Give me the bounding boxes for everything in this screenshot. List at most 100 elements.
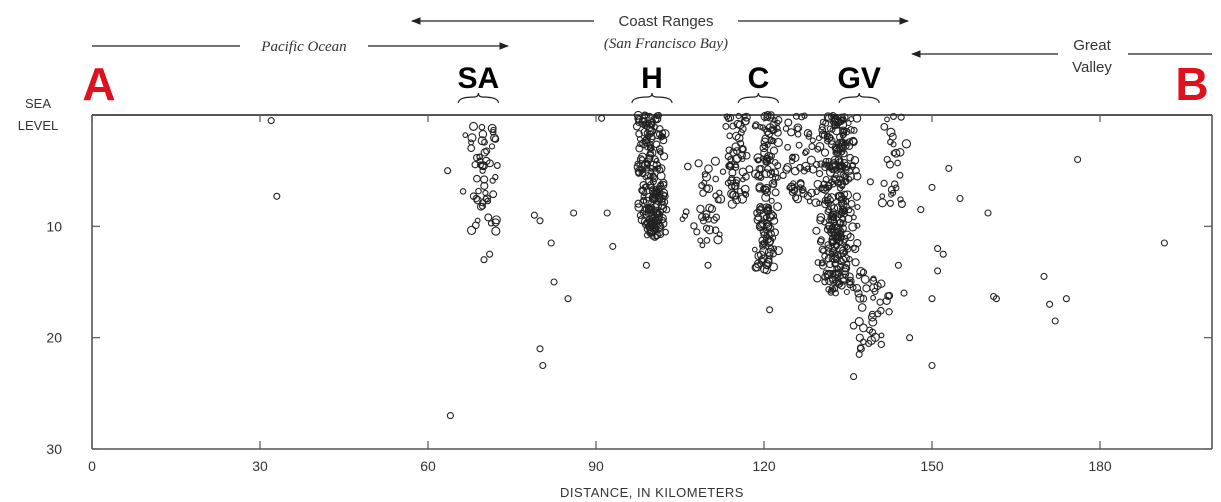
quake-point — [945, 164, 953, 172]
valley-label: Valley — [1072, 59, 1112, 76]
quake-point — [827, 113, 835, 121]
quake-point — [472, 153, 481, 162]
quake-point — [654, 164, 662, 172]
quake-point — [722, 122, 730, 130]
quake-point — [646, 154, 654, 162]
quake-point — [646, 133, 656, 143]
quake-point — [830, 180, 837, 188]
quake-point — [1074, 155, 1082, 164]
quake-point — [824, 131, 831, 138]
quake-point — [842, 190, 853, 200]
quake-point — [761, 169, 771, 179]
quake-point — [844, 261, 851, 268]
quake-point — [825, 195, 834, 205]
quake-point — [476, 153, 483, 161]
quake-point — [830, 254, 840, 264]
quake-point — [896, 171, 904, 179]
data-points — [267, 110, 1168, 420]
quake-point — [825, 167, 836, 177]
quake-point — [773, 137, 783, 148]
quake-point — [830, 175, 838, 183]
quake-point — [813, 188, 820, 196]
quake-point — [536, 217, 544, 225]
quake-point — [848, 222, 858, 232]
quake-point — [829, 204, 839, 213]
quake-point — [771, 173, 779, 181]
quake-point — [763, 232, 770, 238]
quake-point — [651, 233, 659, 241]
quake-point — [646, 130, 654, 138]
quake-point — [818, 245, 827, 254]
quake-point — [877, 198, 887, 208]
quake-point — [818, 259, 825, 266]
quake-point — [643, 231, 651, 239]
quake-point — [783, 163, 792, 172]
quake-point — [804, 165, 812, 173]
quake-point — [740, 184, 750, 194]
quake-point — [640, 217, 650, 226]
quake-point — [481, 138, 488, 146]
quake-point — [648, 160, 658, 170]
quake-point — [828, 235, 838, 244]
quake-point — [550, 278, 558, 286]
quake-point — [934, 245, 942, 253]
quake-point — [763, 127, 772, 136]
quake-point — [757, 256, 766, 264]
quake-point — [647, 226, 657, 235]
quake-point — [446, 412, 454, 420]
quake-point — [821, 278, 829, 286]
quake-point — [837, 235, 845, 242]
quake-point — [483, 147, 491, 155]
quake-point — [755, 157, 762, 164]
quake-point — [480, 256, 488, 264]
quake-point — [806, 155, 816, 165]
quake-point — [753, 215, 763, 225]
quake-point — [770, 168, 780, 177]
quake-point — [646, 112, 653, 119]
quake-point — [849, 321, 858, 330]
quake-point — [846, 172, 855, 181]
quake-point — [646, 149, 655, 158]
quake-point — [813, 179, 823, 189]
quake-point — [825, 221, 834, 230]
quake-point — [690, 222, 698, 230]
quake-point — [647, 144, 655, 152]
quake-point — [725, 146, 733, 154]
quake-point — [809, 137, 816, 144]
quake-point — [727, 199, 737, 209]
quake-point — [802, 148, 810, 155]
quake-point — [797, 184, 804, 191]
quake-point — [659, 180, 668, 189]
quake-point — [652, 115, 660, 123]
quake-point — [894, 261, 902, 269]
quake-point — [759, 246, 769, 256]
quake-point — [736, 188, 744, 195]
quake-point — [273, 192, 281, 200]
sea-label: SEA — [25, 96, 51, 111]
quake-point — [491, 135, 500, 143]
quake-point — [841, 267, 849, 276]
quake-point — [759, 124, 767, 131]
quake-point — [876, 279, 886, 288]
quake-point — [765, 251, 774, 260]
quake-point — [469, 121, 478, 131]
quake-point — [765, 256, 773, 264]
quake-point — [830, 286, 837, 293]
quake-point — [485, 159, 494, 168]
quake-point — [802, 150, 809, 156]
x-tick-label: 30 — [252, 458, 268, 474]
quake-point — [492, 173, 499, 181]
quake-point — [716, 231, 723, 238]
quake-point — [471, 161, 479, 169]
quake-point — [469, 192, 478, 200]
quake-point — [844, 214, 853, 224]
quake-point — [712, 213, 721, 222]
quake-point — [866, 178, 874, 186]
quake-point — [837, 179, 847, 189]
quake-point — [683, 162, 692, 171]
quake-point — [652, 161, 662, 170]
quake-point — [491, 226, 501, 236]
quake-point — [648, 219, 657, 229]
quake-point — [812, 226, 821, 235]
annotations: A B SA H C GV Pacific Ocean Coast Ranges (San Fr… — [82, 13, 1212, 110]
